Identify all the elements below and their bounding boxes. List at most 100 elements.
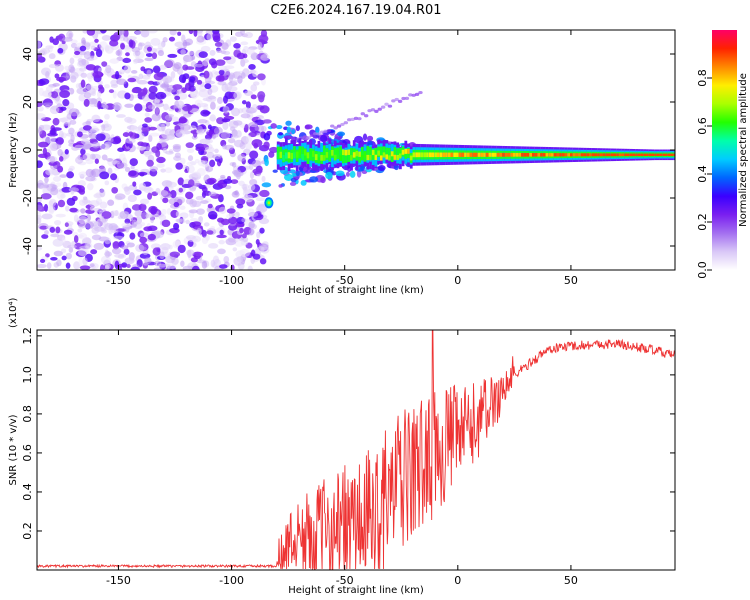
spectrogram-noise-cell bbox=[120, 245, 129, 250]
spectrogram-noise-cell bbox=[91, 227, 100, 234]
spectrogram-noise-cell bbox=[172, 145, 181, 153]
spectrogram-noise-cell bbox=[106, 158, 114, 162]
spectrogram-main-band-cell bbox=[393, 154, 397, 160]
chart-title: C2E6.2024.167.19.04.R01 bbox=[270, 3, 441, 18]
spectrogram-noise-cell bbox=[196, 167, 206, 176]
spectrogram-main-band-cell bbox=[374, 154, 378, 160]
spectrogram-main-band-cell bbox=[390, 151, 394, 157]
spectrogram-noise-cell bbox=[39, 225, 48, 230]
spectrogram-noise-cell bbox=[37, 106, 44, 112]
spectrogram-main-band-cell bbox=[301, 146, 305, 159]
spectrogram-y-ticks: -40 -20 0 20 40 bbox=[21, 47, 675, 255]
spectrogram-noise-cell bbox=[205, 165, 214, 173]
spectrogram-noise-cell bbox=[181, 76, 186, 84]
spectrogram-main-band-cell bbox=[339, 155, 343, 162]
spectrogram-main-band-cell bbox=[317, 151, 321, 158]
spectrogram-noise-cell bbox=[51, 184, 58, 190]
spectrogram-main-band-cell bbox=[312, 151, 315, 157]
spectrogram-noise-cell bbox=[65, 71, 70, 78]
spectrogram-noise-cell bbox=[175, 100, 185, 109]
spectrogram-noise-cell bbox=[205, 183, 211, 189]
spectrogram-harmonic-cell bbox=[313, 132, 318, 136]
spectrogram-noise-cell bbox=[240, 58, 249, 64]
spectrogram-noise-cell bbox=[152, 247, 161, 256]
spectrogram-noise-cell bbox=[245, 142, 252, 150]
spectrogram-main-band-cell bbox=[621, 153, 625, 157]
spectrogram-noise-cell bbox=[65, 252, 72, 260]
spectrogram-main-band-cell bbox=[442, 152, 446, 158]
spectrogram-main-band-cell bbox=[624, 153, 628, 157]
spectrogram-noise-cell bbox=[40, 67, 52, 76]
spectrogram-main-band-cell bbox=[670, 153, 674, 156]
spectrogram-noise-cell bbox=[173, 155, 182, 161]
spectrogram-noise-cell bbox=[176, 218, 186, 224]
spectrogram-noise-cell bbox=[239, 227, 244, 234]
spectrogram-noise-cell bbox=[84, 221, 94, 229]
spectrogram-noise-cell bbox=[128, 170, 137, 177]
spectrogram-noise-cell bbox=[66, 197, 76, 206]
spectrogram-noise-cell bbox=[134, 50, 141, 56]
spectrogram-noise-cell bbox=[186, 148, 195, 154]
spectrogram-noise-cell bbox=[133, 189, 142, 196]
spectrogram-noise-cell bbox=[114, 229, 119, 234]
spectrogram-noise-cell bbox=[217, 248, 226, 255]
spectrogram-noise-cell bbox=[196, 208, 205, 215]
spectrogram-noise-cell bbox=[101, 35, 112, 41]
spectrogram-x-axis-label: Height of straight line (km) bbox=[288, 285, 424, 296]
spectrogram-main-band-cell bbox=[358, 151, 362, 157]
spectrogram-harmonic-cell bbox=[316, 132, 321, 136]
spectrogram-noise-cell bbox=[104, 265, 110, 270]
spectrogram-noise-cell bbox=[197, 30, 203, 37]
spectrogram-main-band-cell bbox=[613, 153, 617, 157]
spectrogram-band-cell bbox=[336, 131, 346, 137]
spectrogram-harmonic-cell bbox=[330, 124, 335, 128]
spectrogram-noise-cell bbox=[219, 264, 228, 269]
spectrogram-noise-cell bbox=[104, 113, 110, 120]
spectrogram-main-band-cell bbox=[548, 153, 552, 157]
spectrogram-noise-cell bbox=[80, 79, 86, 88]
spectrogram-noise-cell bbox=[252, 168, 263, 174]
spectrogram-noise-cell bbox=[59, 130, 64, 139]
spectrogram-noise-cell bbox=[90, 45, 96, 51]
spectrogram-noise-cell bbox=[186, 165, 195, 174]
spectrogram-main-band-cell bbox=[458, 152, 462, 157]
spectrogram-noise-cell bbox=[212, 154, 223, 160]
spectrogram-main-band-cell bbox=[591, 153, 595, 157]
spectrogram-noise-cell bbox=[208, 191, 217, 197]
spectrogram-noise-cell bbox=[82, 153, 92, 161]
spectrogram-noise-cell bbox=[116, 162, 128, 169]
spectrogram-noise-cell bbox=[171, 116, 179, 122]
spectrogram-noise-cell bbox=[178, 117, 188, 124]
spectrogram-noise-cell bbox=[194, 84, 203, 90]
spectrogram-noise-cell bbox=[153, 72, 164, 81]
spectrogram-band-cell bbox=[325, 171, 333, 180]
spectrogram-noise-cell bbox=[218, 69, 225, 76]
spectrogram-noise-cell bbox=[248, 183, 256, 191]
spectrogram-main-band-cell bbox=[341, 151, 345, 164]
spectrogram-noise-cell bbox=[168, 36, 176, 42]
spectrogram-main-band-cell bbox=[298, 148, 302, 155]
spectrogram-noise-cell bbox=[185, 66, 195, 70]
spectrogram-noise-cell bbox=[200, 109, 210, 117]
spectrogram-noise-cell bbox=[76, 131, 83, 138]
spectrogram-noise-cell bbox=[48, 142, 58, 152]
spectrogram-noise-cell bbox=[128, 39, 134, 48]
spectrogram-noise-cell bbox=[183, 55, 193, 62]
spectrogram-harmonic-cell bbox=[418, 90, 423, 95]
spectrogram-main-band-cell bbox=[589, 153, 592, 157]
spectrogram-noise-cell bbox=[249, 150, 259, 160]
snr-x-axis-label: Height of straight line (km) bbox=[288, 585, 424, 596]
spectrogram-main-band-cell bbox=[510, 152, 514, 157]
spectrogram-noise-cell bbox=[111, 160, 121, 165]
spectrogram-noise-cell bbox=[50, 233, 60, 238]
spectrogram-main-band-cell bbox=[551, 153, 554, 157]
spectrogram-noise-cell bbox=[100, 226, 107, 232]
spectrogram-noise-cell bbox=[91, 168, 101, 178]
spectrogram-main-band-cell bbox=[537, 153, 541, 157]
spectrogram-noise-cell bbox=[233, 91, 242, 100]
spectrogram-noise-cell bbox=[78, 171, 88, 177]
spectrogram-noise-cell bbox=[194, 99, 203, 107]
spectrogram-main-band-cell bbox=[366, 154, 370, 161]
spectrogram-noise-cell bbox=[61, 186, 72, 193]
spectrogram-noise-cell bbox=[44, 229, 49, 236]
